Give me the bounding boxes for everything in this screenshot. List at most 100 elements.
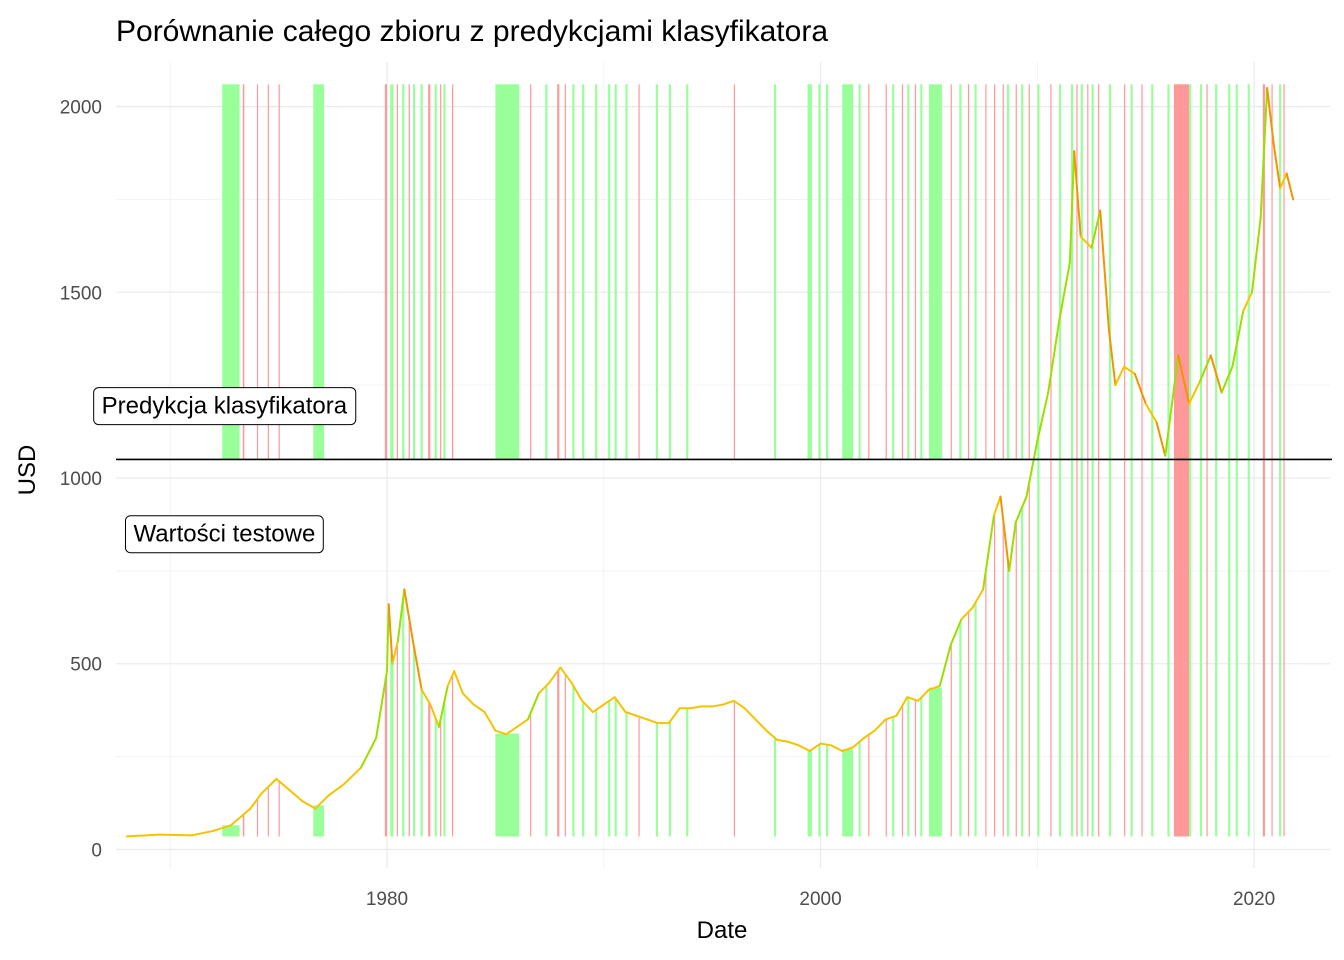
red-band-upper [868, 84, 870, 460]
price-segment [689, 705, 703, 710]
red-band-upper [396, 84, 398, 460]
price-segment [862, 729, 876, 739]
green-band-lower [608, 700, 611, 837]
red-band-lower [1173, 459, 1190, 837]
green-band-lower [412, 647, 416, 837]
red-band-lower [1076, 459, 1078, 837]
price-segment [1285, 172, 1295, 201]
red-band-upper [278, 84, 280, 460]
green-band-lower [1235, 459, 1238, 837]
red-band-upper [1098, 84, 1100, 460]
red-band-lower [1206, 459, 1208, 837]
green-band-upper [313, 84, 325, 460]
price-segment [286, 787, 304, 803]
price-segment [960, 607, 974, 621]
green-band-lower [825, 744, 829, 837]
x-tick-label: 2000 [799, 889, 841, 910]
x-tick-label: 1980 [366, 889, 408, 910]
axis-ticks: 0 500 1000 1500 2000 1980 2000 2020 [60, 98, 1276, 910]
green-band-upper [825, 84, 829, 460]
price-segment [453, 670, 464, 695]
green-band-lower [1080, 459, 1083, 837]
price-segment [1155, 421, 1167, 457]
price-segment [483, 711, 497, 732]
price-segment [787, 740, 800, 747]
red-band-upper [985, 84, 987, 460]
price-segment [1107, 328, 1117, 387]
price-segment [461, 692, 475, 706]
chart-title: Porównanie całego zbioru z predykcjami k… [116, 15, 828, 48]
red-band-upper [993, 84, 996, 460]
red-band-upper [1141, 84, 1143, 460]
red-band-upper [1283, 84, 1285, 460]
red-band-lower [967, 611, 970, 837]
price-segment [852, 737, 865, 749]
red-band-upper [1015, 84, 1017, 460]
price-segment [1058, 261, 1071, 323]
price-segment [240, 807, 252, 817]
green-band-upper [1070, 84, 1074, 460]
green-band-upper [1235, 84, 1238, 460]
green-band-lower [1151, 459, 1154, 837]
price-segment [1008, 521, 1017, 572]
green-band-lower [1037, 459, 1040, 837]
green-band-upper [1080, 84, 1083, 460]
green-band-lower [420, 689, 423, 837]
green-band-lower [773, 738, 777, 837]
price-segment [505, 725, 519, 736]
green-band-upper [582, 84, 585, 460]
green-band-upper [614, 84, 617, 460]
green-band-lower [443, 701, 446, 837]
red-band-upper [1050, 84, 1052, 460]
green-band-lower [1091, 459, 1094, 837]
green-band-lower [668, 721, 671, 837]
green-band-lower [222, 825, 240, 837]
annotation-text: Wartości testowe [133, 521, 315, 548]
y-tick-label: 2000 [60, 98, 102, 119]
price-segment [125, 833, 161, 838]
price-segment [819, 742, 833, 747]
price-segment [526, 692, 540, 721]
price-segment [927, 685, 941, 691]
price-segment [1164, 354, 1180, 457]
red-band-lower [242, 814, 245, 837]
price-segment [1079, 235, 1093, 249]
price-segment [1047, 321, 1061, 394]
price-segment [438, 685, 449, 728]
price-segment [472, 703, 486, 713]
green-band-upper [807, 84, 812, 460]
price-segment [1198, 354, 1212, 383]
price-segment [1279, 172, 1288, 190]
price-segment [1123, 365, 1136, 375]
y-tick-label: 500 [70, 655, 102, 676]
green-band-upper [892, 84, 895, 460]
red-band-upper [452, 84, 454, 460]
price-segment [591, 703, 605, 713]
price-segment [1209, 354, 1223, 394]
red-band-upper [557, 84, 560, 460]
price-segment [1068, 150, 1076, 264]
red-band-lower [428, 702, 431, 837]
red-band-lower [638, 716, 640, 837]
price-segment [635, 714, 649, 721]
price-segment [375, 670, 388, 739]
price-segment [917, 688, 930, 702]
red-band-upper [267, 84, 269, 460]
annotation-text: Predykcja klasyfikatora [102, 393, 348, 420]
price-segment [646, 718, 659, 725]
price-segment [1231, 309, 1245, 368]
price-segment [342, 766, 362, 786]
annotation-box [93, 387, 357, 426]
red-band-upper [530, 84, 532, 460]
green-band-lower [1130, 459, 1133, 837]
price-segment [1099, 209, 1110, 331]
green-band-lower [1279, 459, 1282, 837]
green-band-lower [572, 686, 575, 837]
price-segment [797, 744, 811, 752]
price-segment [494, 729, 508, 736]
red-band-upper [914, 84, 917, 460]
green-band-upper [1167, 84, 1170, 460]
green-band-upper [1130, 84, 1133, 460]
price-segment [1259, 87, 1269, 219]
green-band-upper [920, 84, 923, 460]
